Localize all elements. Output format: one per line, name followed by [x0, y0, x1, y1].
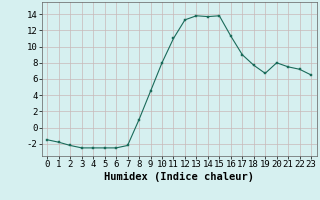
X-axis label: Humidex (Indice chaleur): Humidex (Indice chaleur) [104, 172, 254, 182]
